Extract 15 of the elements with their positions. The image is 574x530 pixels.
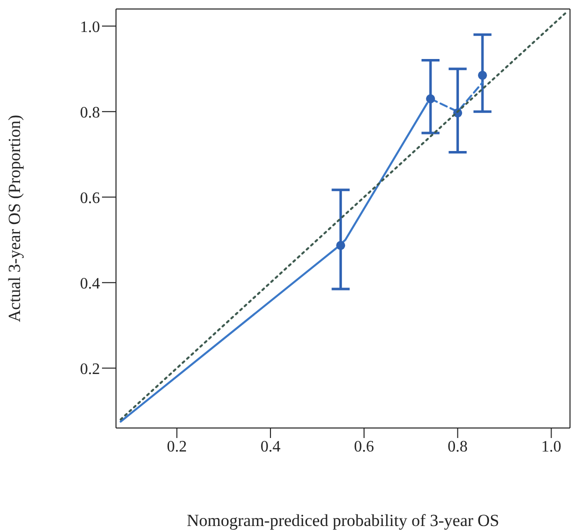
point: [336, 240, 346, 250]
point: [478, 70, 487, 80]
y-tick-label: 0.6: [80, 190, 100, 207]
x-tick-label: 1.0: [541, 438, 562, 456]
y-tick-label: 0.8: [80, 104, 100, 122]
point: [426, 94, 436, 104]
y-axis-title: Actual 3-year OS (Proportion): [5, 114, 24, 322]
y-tick-label: 1.0: [80, 18, 100, 36]
x-axis-title: Nomogram-prediced probability of 3-year OS: [186, 511, 500, 530]
x-tick-label: 0.2: [166, 438, 187, 456]
y-tick-label: 0.4: [80, 275, 100, 292]
x-tick-label: 0.8: [448, 438, 468, 456]
y-tick-label: 0.2: [80, 360, 100, 378]
x-tick-label: 0.4: [260, 438, 280, 456]
x-tick-label: 0.6: [354, 438, 374, 456]
